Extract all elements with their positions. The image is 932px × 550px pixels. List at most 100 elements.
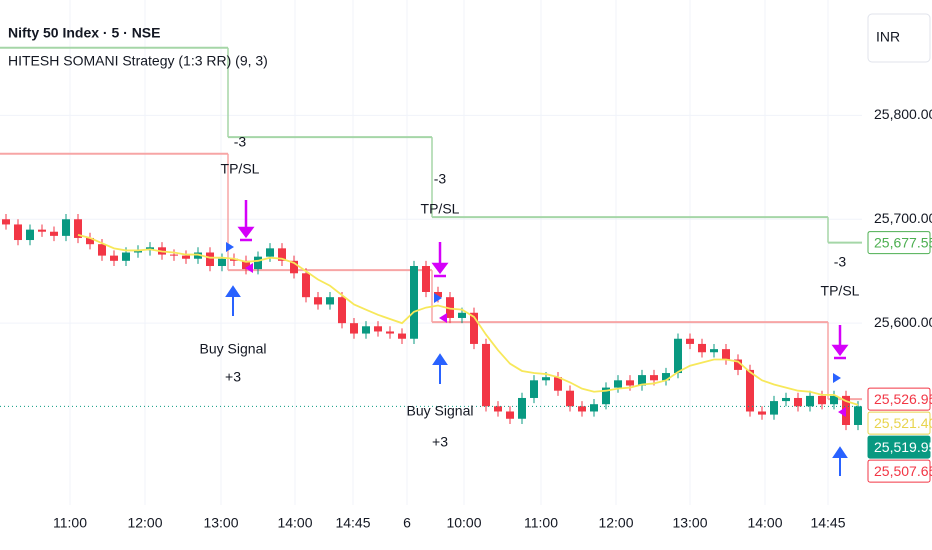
- candle-body: [746, 369, 754, 412]
- candle-body: [50, 231, 58, 236]
- candle-body: [602, 387, 610, 405]
- ema-line: [77, 233, 859, 406]
- price-axis: 25,600.00 25,700.00 25,800.00 25,677.55 25,5…: [867, 106, 932, 483]
- annotation: TP/SL: [821, 283, 860, 299]
- candle-body: [398, 333, 406, 339]
- candle-body: [758, 411, 766, 415]
- candle-body: [122, 252, 130, 261]
- candle-body: [302, 273, 310, 298]
- candle-body: [242, 260, 250, 270]
- candle-body: [566, 390, 574, 407]
- candle-body: [38, 229, 46, 232]
- annotation: +3: [225, 369, 241, 385]
- candle-body: [506, 411, 514, 419]
- annotation: TP/SL: [221, 161, 260, 177]
- candle-body: [698, 343, 706, 353]
- price-label-box: [867, 387, 931, 411]
- grid: 11:00 12:00 13:00 14:00 14:45 6 10:00 11:00 12:0…: [0, 0, 862, 531]
- x-tick-label: 14:00: [277, 515, 312, 531]
- x-tick-label: 11:00: [53, 515, 87, 531]
- x-tick-label: 12:00: [598, 515, 633, 531]
- price-label: 25,507.65: [874, 463, 932, 479]
- price-label: 25,521.40: [874, 415, 932, 431]
- candle-body: [194, 252, 202, 259]
- candle-body: [278, 248, 286, 261]
- candle-body: [86, 237, 94, 245]
- x-tick-label: 10:00: [446, 515, 481, 531]
- candle-body: [470, 312, 478, 344]
- price-label: 25,526.95: [874, 391, 932, 407]
- indicator-name: HITESH SOMANI Strategy (1:3 RR) (9, 3): [8, 53, 268, 69]
- candle-body: [326, 297, 334, 305]
- candle-body: [782, 397, 790, 402]
- annotation: -3: [234, 134, 247, 150]
- candle-body: [266, 248, 274, 257]
- annotation: Buy Signal: [407, 403, 474, 419]
- candle-body: [218, 258, 226, 267]
- candle-body: [542, 377, 550, 381]
- y-tick-label: 25,600.00: [874, 314, 932, 330]
- candle-body: [530, 380, 538, 398]
- candle-body: [362, 326, 370, 334]
- x-tick-label: 14:45: [335, 515, 370, 531]
- candle-body: [482, 343, 490, 407]
- candle-body: [722, 349, 730, 360]
- candle-body: [374, 326, 382, 332]
- candle-body: [422, 266, 430, 292]
- candle-body: [62, 219, 70, 236]
- candle-body: [182, 255, 190, 259]
- candle-body: [818, 395, 826, 405]
- annotation: +3: [432, 434, 448, 450]
- candle-body: [458, 312, 466, 318]
- candle-body: [110, 255, 118, 261]
- annotation: Buy Signal: [200, 341, 267, 357]
- candle-body: [338, 297, 346, 324]
- candle-body: [686, 338, 694, 344]
- candle-body: [446, 297, 454, 318]
- candle-body: [386, 331, 394, 334]
- candle-body: [254, 256, 262, 270]
- candle-body: [734, 359, 742, 370]
- annotation: TP/SL: [421, 201, 460, 217]
- price-label: 25,677.55: [874, 234, 932, 250]
- candle-body: [230, 258, 238, 261]
- chart-title: Nifty 50 Index · 5 · NSE: [8, 25, 160, 41]
- candle-body: [650, 375, 658, 381]
- exit-arrows: [237, 200, 849, 417]
- price-label-box: [867, 459, 931, 483]
- candle-body: [14, 224, 22, 241]
- candle-body: [710, 349, 718, 353]
- candle-body: [578, 406, 586, 412]
- candle-body: [554, 377, 562, 391]
- candle-body: [662, 373, 670, 381]
- currency[interactable]: INR: [876, 29, 900, 45]
- x-tick-label: 6: [403, 515, 411, 531]
- candle-body: [806, 395, 814, 407]
- candle-body: [134, 250, 142, 253]
- price-label-box: [867, 411, 931, 435]
- x-tick-label: 12:00: [127, 515, 162, 531]
- candle-body: [494, 406, 502, 412]
- price-label: 25,519.95: [874, 439, 932, 455]
- candle-body: [350, 323, 358, 334]
- candle-body: [854, 406, 862, 425]
- price-label-box: [867, 231, 931, 255]
- candle-body: [26, 229, 34, 241]
- x-tick-label: 13:00: [672, 515, 707, 531]
- currency-box[interactable]: [867, 13, 931, 63]
- candle-body: [638, 375, 646, 386]
- x-tick-label: 13:00: [203, 515, 238, 531]
- candle-body: [74, 219, 82, 238]
- x-tick-label: 14:00: [747, 515, 782, 531]
- y-tick-label: 25,800.00: [874, 106, 932, 122]
- candle-body: [830, 395, 838, 405]
- candle-body: [674, 338, 682, 374]
- annotation: -3: [434, 171, 447, 187]
- candle-body: [98, 244, 106, 256]
- price-label-box: [867, 435, 931, 459]
- candle-body: [794, 397, 802, 407]
- candle-body: [614, 380, 622, 388]
- buy-arrows: [225, 242, 848, 476]
